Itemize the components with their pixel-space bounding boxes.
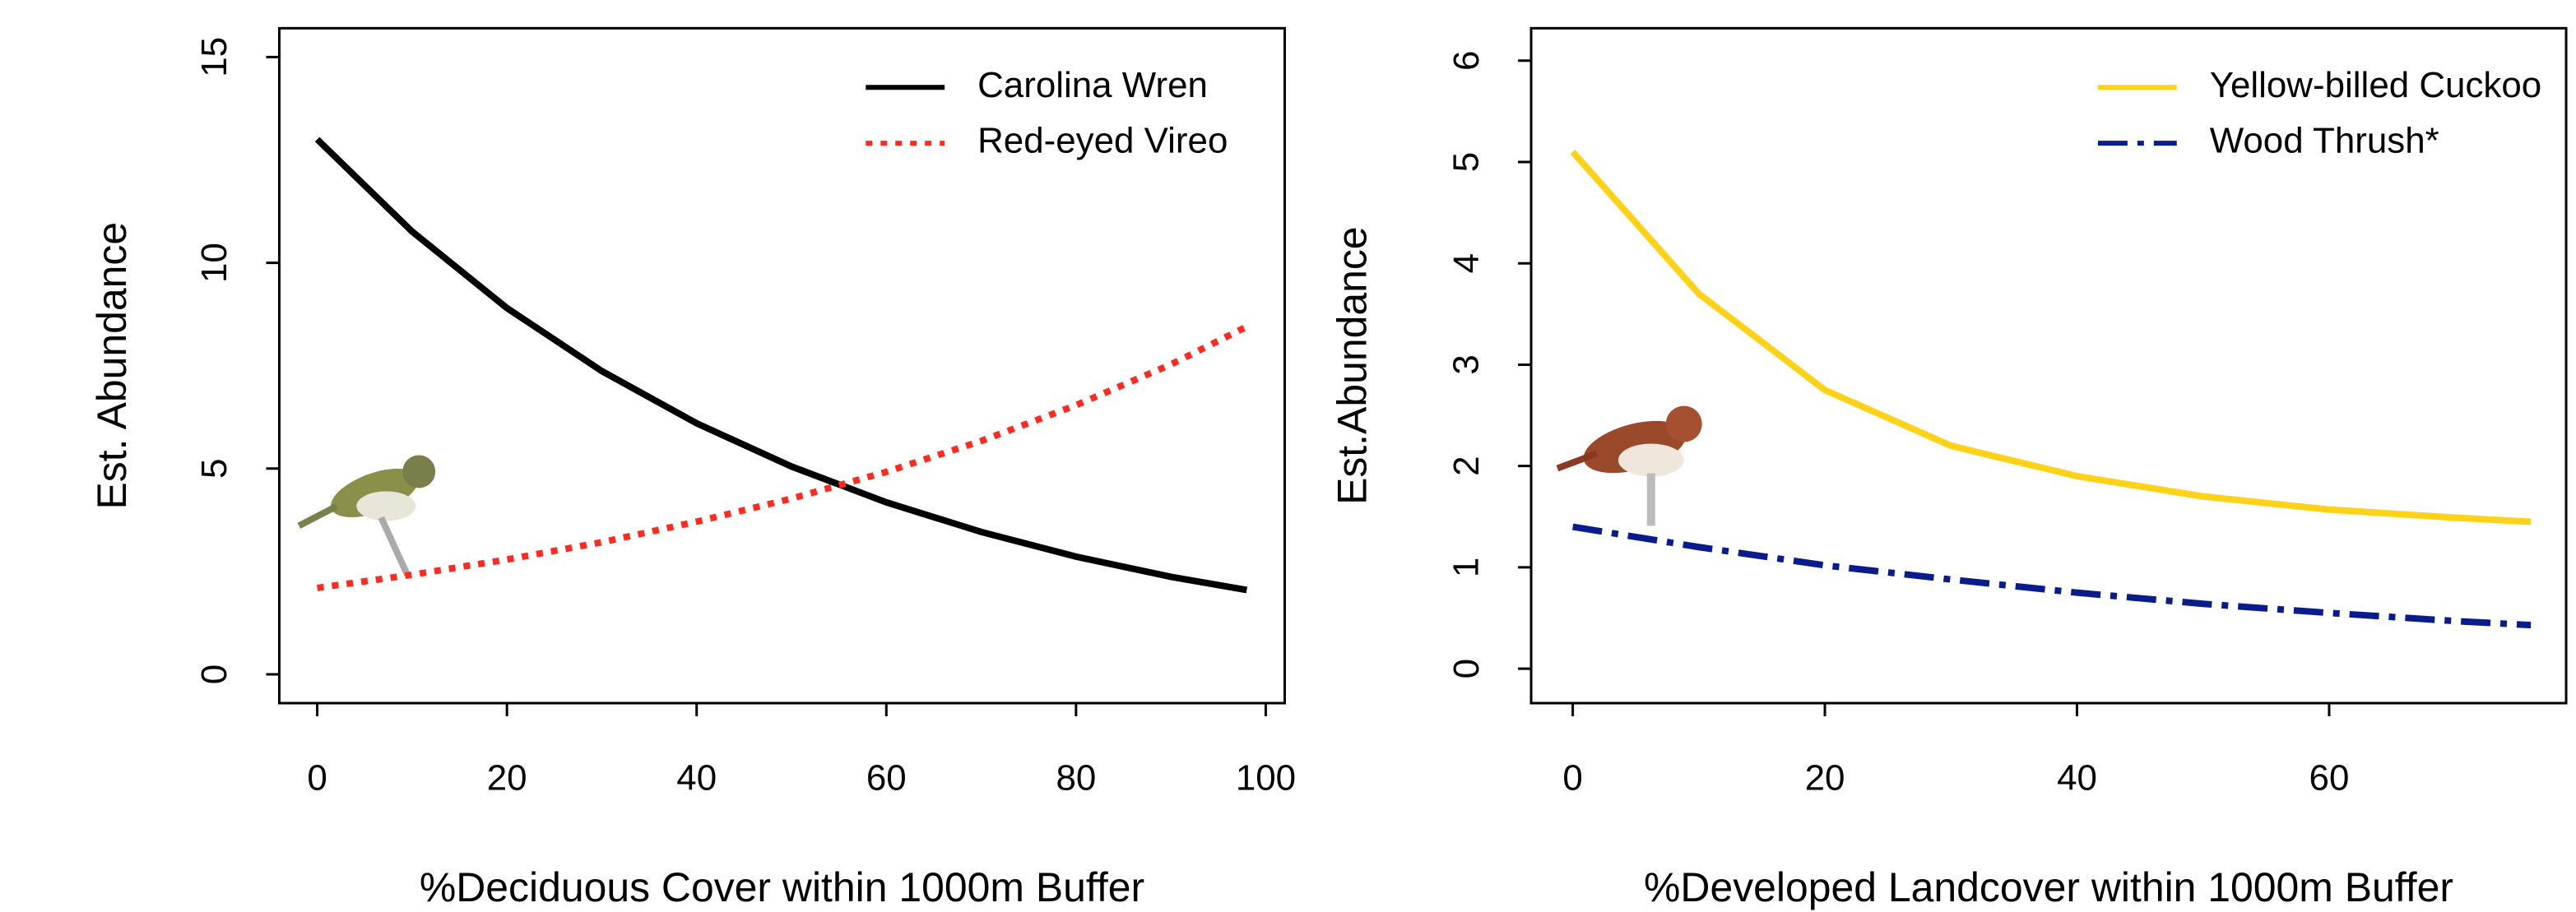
y-tick-label: 10 xyxy=(194,243,234,283)
y-tick-label: 3 xyxy=(1446,354,1487,374)
x-tick-label: 40 xyxy=(676,757,717,798)
y-tick-label: 5 xyxy=(1446,152,1487,172)
x-tick-label: 0 xyxy=(1562,757,1582,798)
x-tick-label: 60 xyxy=(866,757,907,798)
x-tick-label: 100 xyxy=(1236,757,1296,798)
bird-vireo xyxy=(297,455,436,576)
x-tick-label: 80 xyxy=(1056,757,1096,798)
x-tick-label: 40 xyxy=(2057,757,2097,798)
legend-label: Yellow-billed Cuckoo xyxy=(2210,65,2542,105)
bird-thrush xyxy=(1556,405,1702,526)
plot-box xyxy=(277,26,1287,705)
x-tick-label: 20 xyxy=(1805,757,1845,798)
x-axis-label: %Deciduous Cover within 1000m Buffer xyxy=(420,864,1144,910)
series-line xyxy=(1570,150,2532,525)
y-tick-label: 6 xyxy=(1446,51,1487,71)
y-tick-label: 0 xyxy=(1446,659,1487,678)
x-tick-label: 0 xyxy=(307,757,327,798)
y-tick-label: 4 xyxy=(1446,253,1487,273)
x-tick-label: 60 xyxy=(2309,757,2350,798)
y-tick-label: 0 xyxy=(194,664,234,684)
x-axis-label: %Developed Landcover within 1000m Buffer xyxy=(1644,864,2453,910)
y-tick-label: 1 xyxy=(1446,558,1487,577)
series-line xyxy=(317,323,1249,591)
y-tick-label: 15 xyxy=(194,37,234,77)
y-axis-label: Est. Abundance xyxy=(89,222,135,510)
series-line xyxy=(314,137,1248,594)
x-tick-label: 20 xyxy=(487,757,527,798)
series-line xyxy=(1571,523,2532,629)
legend-label: Wood Thrush* xyxy=(2210,121,2439,161)
y-tick-label: 5 xyxy=(194,459,234,479)
y-axis-label: Est.Abundance xyxy=(1330,226,1376,504)
legend-label: Red-eyed Vireo xyxy=(977,121,1228,161)
y-tick-label: 2 xyxy=(1446,456,1487,475)
legend-label: Carolina Wren xyxy=(977,65,1208,105)
